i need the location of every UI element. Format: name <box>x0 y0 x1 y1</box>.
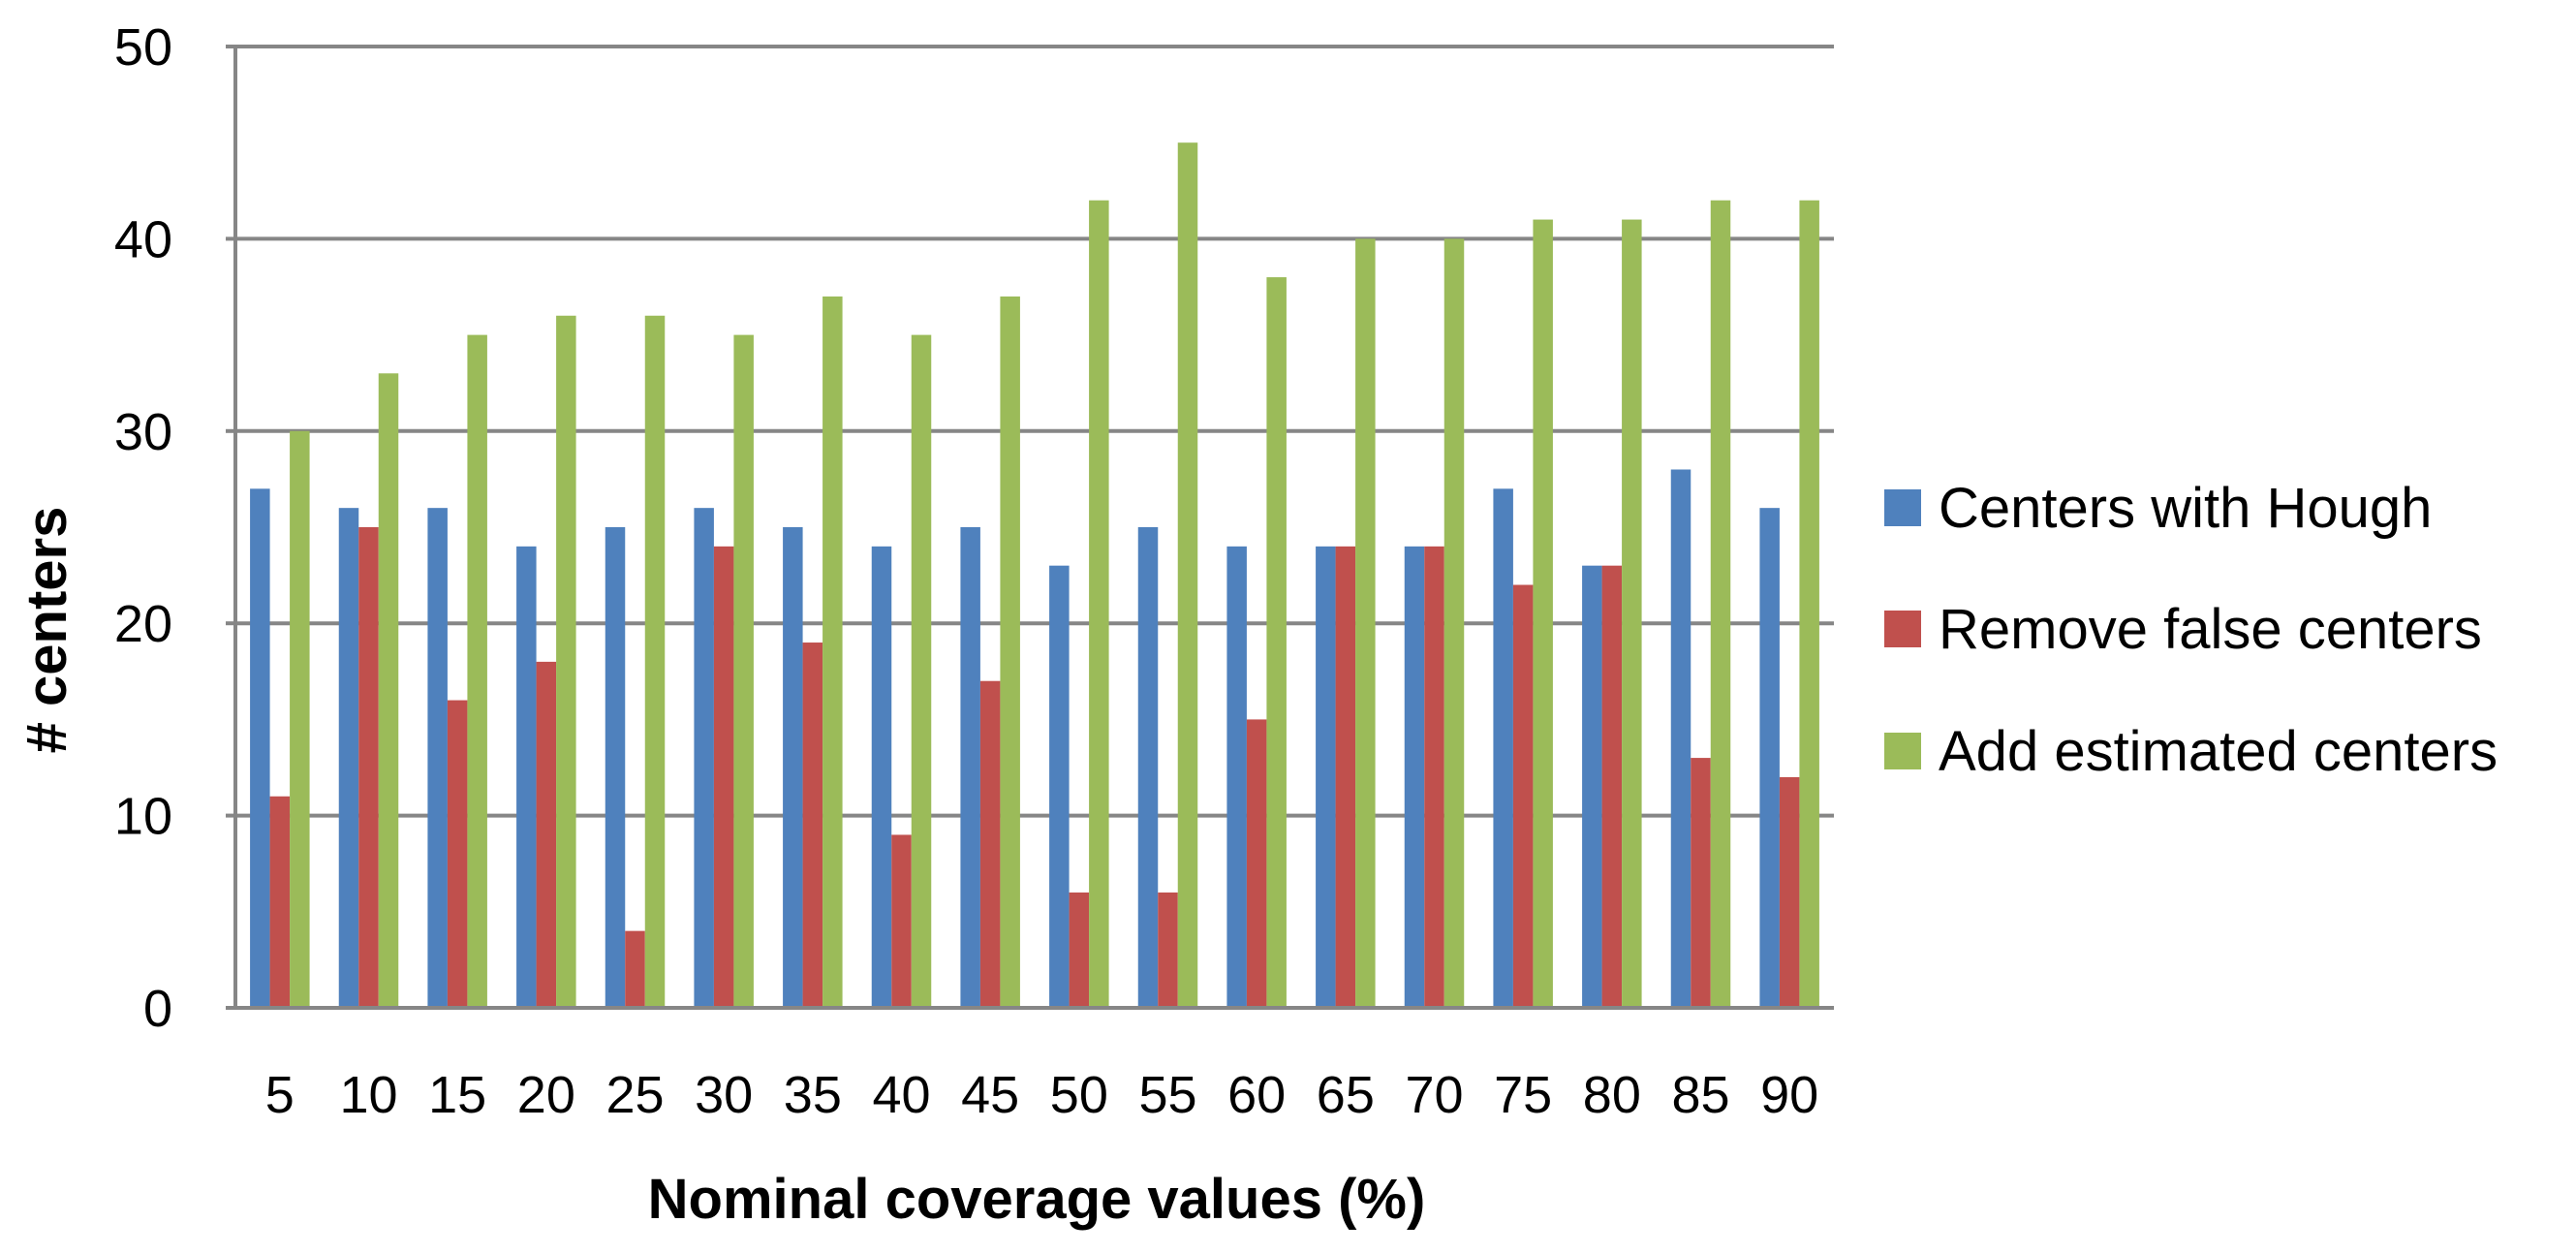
bar-remove-false-centers-85 <box>1691 758 1711 1008</box>
bar-add-estimated-centers-20 <box>556 315 576 1008</box>
x-tick-label: 60 <box>1227 1066 1286 1124</box>
bar-remove-false-centers-10 <box>358 527 379 1008</box>
bar-remove-false-centers-25 <box>625 930 645 1008</box>
x-tick-label: 30 <box>695 1066 753 1124</box>
bar-add-estimated-centers-70 <box>1443 238 1465 1008</box>
bar-centers-with-hough-45 <box>960 527 980 1008</box>
bar-add-estimated-centers-30 <box>733 334 754 1009</box>
x-tick-label: 75 <box>1494 1066 1552 1124</box>
bar-add-estimated-centers-65 <box>1355 238 1376 1008</box>
x-tick-label: 85 <box>1671 1066 1729 1124</box>
bar-centers-with-hough-65 <box>1316 546 1336 1008</box>
bar-add-estimated-centers-50 <box>1089 200 1109 1009</box>
x-tick-label: 5 <box>265 1066 295 1124</box>
x-tick-label: 10 <box>339 1066 397 1124</box>
bar-add-estimated-centers-80 <box>1622 219 1642 1008</box>
bar-centers-with-hough-40 <box>871 546 892 1008</box>
x-tick-label: 20 <box>517 1066 575 1124</box>
bar-remove-false-centers-70 <box>1424 546 1444 1008</box>
y-tick-label: 20 <box>114 595 172 653</box>
bar-centers-with-hough-70 <box>1404 546 1425 1008</box>
y-tick-label: 50 <box>114 18 172 77</box>
bar-remove-false-centers-80 <box>1601 565 1623 1008</box>
bar-centers-with-hough-90 <box>1759 508 1780 1008</box>
bar-centers-with-hough-10 <box>338 508 359 1008</box>
gridlines <box>235 45 1834 818</box>
x-tick-label: 50 <box>1050 1066 1108 1124</box>
x-tick-label: 15 <box>428 1066 486 1124</box>
bar-remove-false-centers-15 <box>447 700 468 1008</box>
bar-centers-with-hough-5 <box>250 488 270 1008</box>
bar-add-estimated-centers-55 <box>1177 142 1198 1008</box>
legend-swatch <box>1884 611 1921 647</box>
bar-remove-false-centers-40 <box>891 834 912 1008</box>
bar-centers-with-hough-15 <box>427 508 448 1008</box>
bar-remove-false-centers-55 <box>1158 892 1178 1008</box>
bar-remove-false-centers-20 <box>536 661 557 1008</box>
bars <box>250 142 1819 1009</box>
x-axis-title: Nominal coverage values (%) <box>648 1168 1426 1231</box>
bar-remove-false-centers-45 <box>979 680 1001 1008</box>
x-tick-label: 70 <box>1405 1066 1463 1124</box>
bar-centers-with-hough-80 <box>1582 565 1602 1008</box>
x-tick-label: 35 <box>784 1066 842 1124</box>
bar-remove-false-centers-50 <box>1069 892 1090 1008</box>
x-tick-labels: 5 10 15 20 25 30 35 40 45 50 55 60 65 70 75 80 85 90 <box>265 1066 1818 1124</box>
bar-centers-with-hough-75 <box>1493 488 1513 1008</box>
y-tick-label: 30 <box>114 403 172 461</box>
bar-remove-false-centers-30 <box>713 546 734 1008</box>
bar-add-estimated-centers-85 <box>1710 200 1731 1009</box>
bar-centers-with-hough-85 <box>1670 469 1691 1009</box>
legend-label: Centers with Hough <box>1939 477 2432 540</box>
y-tick-labels: 0 10 20 30 40 50 <box>114 18 172 1038</box>
bar-remove-false-centers-5 <box>269 796 291 1008</box>
y-tick-label: 40 <box>114 210 172 268</box>
legend-swatch <box>1884 489 1921 526</box>
bar-add-estimated-centers-15 <box>467 334 487 1009</box>
bar-add-estimated-centers-10 <box>378 373 399 1008</box>
bar-centers-with-hough-20 <box>516 546 537 1008</box>
y-tick-label: 10 <box>114 788 172 846</box>
bar-centers-with-hough-50 <box>1049 565 1070 1008</box>
x-tick-label: 55 <box>1138 1066 1196 1124</box>
y-axis-title: # centers <box>16 507 78 754</box>
bar-add-estimated-centers-5 <box>290 430 310 1008</box>
x-tick-label: 25 <box>605 1066 664 1124</box>
x-tick-label: 45 <box>961 1066 1019 1124</box>
bar-centers-with-hough-30 <box>694 508 714 1008</box>
bar-add-estimated-centers-60 <box>1266 277 1287 1009</box>
legend-label: Remove false centers <box>1939 598 2482 661</box>
legend: Centers with Hough Remove false centers Ad… <box>1884 477 2498 783</box>
bar-add-estimated-centers-40 <box>911 334 932 1009</box>
x-tick-label: 90 <box>1760 1066 1818 1124</box>
bar-centers-with-hough-25 <box>605 527 626 1008</box>
bar-add-estimated-centers-75 <box>1533 219 1553 1008</box>
bar-centers-with-hough-60 <box>1226 546 1247 1008</box>
axes <box>226 45 1834 1010</box>
legend-swatch <box>1884 733 1921 769</box>
bar-remove-false-centers-35 <box>802 643 823 1008</box>
legend-label: Add estimated centers <box>1939 720 2498 783</box>
bar-remove-false-centers-60 <box>1246 719 1267 1008</box>
x-tick-label: 65 <box>1317 1066 1375 1124</box>
bar-add-estimated-centers-45 <box>1000 296 1020 1008</box>
y-tick-label: 0 <box>143 980 172 1038</box>
bar-remove-false-centers-75 <box>1512 584 1534 1008</box>
bar-add-estimated-centers-90 <box>1799 200 1819 1009</box>
x-tick-label: 80 <box>1583 1066 1641 1124</box>
bar-centers-with-hough-55 <box>1137 527 1159 1008</box>
bar-centers-with-hough-35 <box>783 527 803 1008</box>
bar-add-estimated-centers-25 <box>644 315 666 1008</box>
bar-remove-false-centers-65 <box>1335 546 1356 1008</box>
x-tick-label: 40 <box>872 1066 930 1124</box>
bar-add-estimated-centers-35 <box>822 296 843 1008</box>
bar-remove-false-centers-90 <box>1779 776 1800 1008</box>
